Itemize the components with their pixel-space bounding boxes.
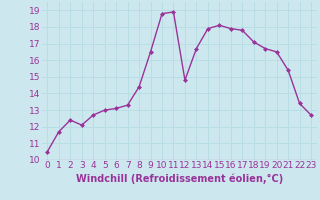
X-axis label: Windchill (Refroidissement éolien,°C): Windchill (Refroidissement éolien,°C) <box>76 173 283 184</box>
